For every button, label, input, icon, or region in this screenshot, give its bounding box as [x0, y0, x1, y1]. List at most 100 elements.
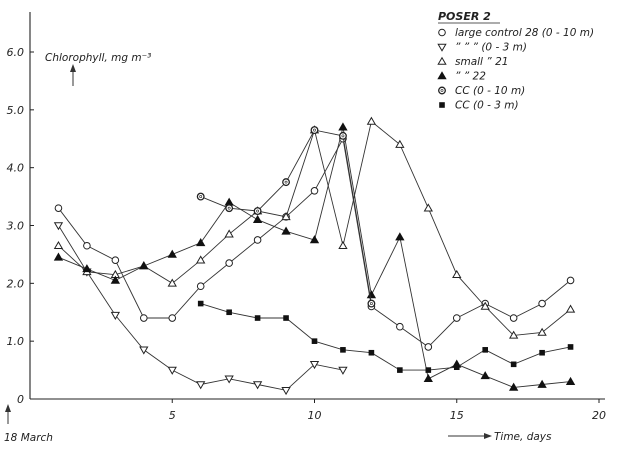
marker-shape [281, 212, 291, 221]
data-point [224, 197, 234, 206]
data-point [424, 343, 433, 351]
marker-shape [565, 376, 576, 385]
series-line [58, 120, 571, 336]
data-point [480, 301, 490, 310]
marker-shape [309, 235, 320, 244]
data-point [453, 364, 460, 370]
marker-shape [224, 197, 234, 206]
legend-title: POSER 2 [438, 10, 491, 23]
marker-shape [437, 71, 447, 80]
series-3 [53, 116, 576, 339]
data-point [340, 347, 346, 353]
data-point [339, 131, 347, 140]
data-point [83, 241, 91, 250]
marker-shape [196, 282, 205, 291]
marker-shape [226, 309, 232, 316]
marker-shape [111, 256, 120, 265]
marker-shape [368, 349, 375, 356]
legend-marker [438, 86, 446, 95]
data-point [338, 366, 348, 375]
marker-shape [537, 379, 547, 388]
marker-shape [480, 301, 490, 310]
data-point [110, 311, 121, 320]
data-point [537, 327, 547, 336]
data-point [196, 381, 206, 390]
marker-shape [167, 366, 177, 375]
marker-shape [424, 343, 433, 351]
marker-shape [480, 371, 490, 380]
legend-label: small ” 21 [455, 56, 508, 68]
marker-shape [53, 240, 64, 250]
data-point [509, 314, 518, 322]
data-point [338, 122, 348, 131]
marker-shape [539, 349, 545, 356]
x-origin-marker: 18 March [4, 404, 53, 444]
marker-shape [366, 116, 377, 125]
marker-shape [508, 330, 519, 339]
data-point [508, 330, 519, 339]
data-point [482, 347, 488, 353]
marker-shape [508, 382, 519, 391]
data-point [310, 187, 319, 195]
marker-shape [509, 314, 518, 322]
x-origin-label: 18 March [4, 432, 53, 444]
data-point [139, 346, 149, 355]
marker-shape [437, 43, 447, 52]
marker-shape [281, 387, 291, 396]
marker-shape [453, 364, 460, 370]
legend-item: ” ” ” (0 - 3 m) [437, 42, 527, 54]
data-point [197, 300, 204, 307]
marker-shape [566, 276, 575, 285]
marker-shape-inner [341, 134, 345, 138]
legend-item: ” ” 22 [437, 71, 486, 83]
data-point [425, 367, 432, 373]
legend-marker [437, 56, 447, 65]
marker-shape [83, 241, 91, 250]
marker-shape [338, 122, 348, 131]
x-axis-label-arrowhead [484, 433, 492, 439]
data-point [395, 232, 405, 241]
marker-shape [253, 236, 262, 244]
marker-shape [425, 367, 432, 373]
series-group [53, 116, 576, 396]
marker-shape [225, 259, 233, 267]
data-point [537, 379, 547, 388]
data-point [139, 261, 149, 270]
series-line [58, 127, 571, 388]
legend-label: ” ” 22 [455, 71, 486, 83]
data-point [281, 226, 291, 235]
y-tick-label: 5.0 [7, 104, 25, 117]
marker-shape-inner [369, 302, 373, 305]
data-point [253, 207, 262, 215]
data-point [480, 371, 490, 380]
data-point [452, 314, 461, 322]
marker-shape-inner [227, 206, 231, 210]
marker-shape [224, 375, 234, 384]
data-point [226, 309, 232, 316]
marker-shape [439, 102, 445, 108]
data-point [423, 203, 433, 212]
marker-shape [196, 381, 206, 390]
series-line [200, 303, 571, 371]
data-point [281, 387, 291, 396]
x-tick-label: 5 [169, 409, 176, 422]
data-point [566, 276, 575, 285]
data-point [282, 178, 290, 187]
data-point [396, 322, 404, 331]
marker-shape [168, 314, 177, 322]
data-point [196, 255, 206, 264]
marker-shape [309, 361, 320, 370]
marker-shape [139, 346, 149, 355]
marker-shape [423, 373, 433, 383]
marker-shape [340, 347, 346, 353]
series-6 [197, 300, 574, 373]
marker-shape [397, 367, 403, 373]
x-tick-label: 15 [450, 409, 464, 422]
marker-shape [338, 366, 348, 375]
legend-marker [437, 43, 447, 52]
marker-shape [310, 187, 319, 195]
data-point [423, 373, 433, 383]
marker-shape [110, 275, 121, 284]
marker-shape [283, 315, 289, 321]
legend-item: CC (0 - 10 m) [438, 85, 525, 97]
